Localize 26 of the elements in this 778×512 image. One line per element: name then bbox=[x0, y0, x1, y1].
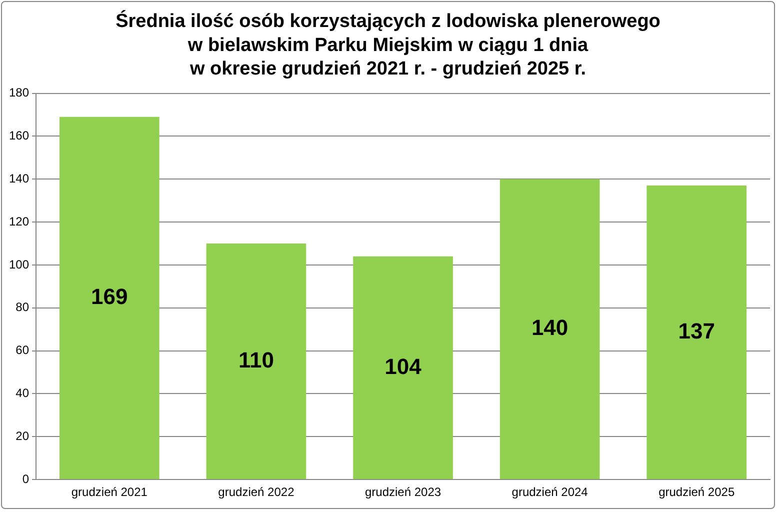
x-tick-label: grudzień 2023 bbox=[364, 485, 442, 500]
bar bbox=[646, 186, 747, 480]
y-tick-label: 20 bbox=[16, 428, 30, 443]
bar bbox=[500, 179, 600, 480]
chart-title: Średnia ilość osób korzystających z lodowiska plenerowego w bielawskim Parku Miejskim w ciągu 1 dnia w okresie grudzień 2021 r. - grudzień 2025 r. bbox=[116, 10, 660, 80]
y-tick-label: 120 bbox=[8, 214, 30, 228]
y-tick-label: 140 bbox=[8, 171, 30, 186]
data-label: 104 bbox=[384, 354, 422, 379]
x-tick-label: grudzień 2021 bbox=[71, 485, 148, 500]
y-tick-label: 80 bbox=[16, 300, 30, 314]
bar bbox=[60, 116, 160, 480]
y-tick-label: 100 bbox=[8, 257, 30, 272]
x-tick-label: grudzień 2024 bbox=[512, 485, 588, 500]
data-label: 137 bbox=[678, 318, 715, 344]
bar bbox=[353, 256, 453, 480]
x-tick-label: grudzień 2022 bbox=[218, 485, 295, 500]
data-label: 110 bbox=[238, 347, 274, 372]
y-tick-label: 0 bbox=[22, 472, 30, 486]
data-label: 140 bbox=[531, 315, 568, 340]
y-tick-label: 160 bbox=[8, 128, 30, 142]
bar bbox=[206, 243, 306, 480]
y-tick-label: 60 bbox=[16, 343, 30, 358]
data-label: 169 bbox=[91, 284, 128, 310]
x-tick-label: grudzień 2025 bbox=[658, 485, 735, 500]
y-tick-label: 40 bbox=[16, 386, 30, 400]
y-tick-label: 180 bbox=[8, 86, 30, 100]
